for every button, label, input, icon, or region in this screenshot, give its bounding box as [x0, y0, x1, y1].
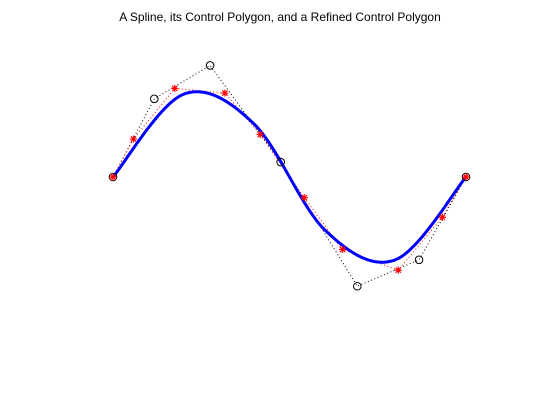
- refined-point-marker: [338, 245, 347, 254]
- control-point-marker: [276, 157, 285, 167]
- control-point-marker: [414, 255, 424, 265]
- refined-polygon-line: [112, 87, 467, 271]
- control-point-marker: [352, 281, 362, 291]
- spline-curve: [111, 90, 468, 264]
- refined-point-marker: [462, 173, 470, 181]
- refined-point-marker: [221, 89, 229, 97]
- refined-point-marker: [438, 213, 446, 221]
- control-point-marker: [205, 61, 215, 70]
- refined-point-marker: [256, 130, 264, 139]
- chart-title: A Spline, its Control Polygon, and a Ref…: [119, 10, 441, 24]
- refined-point-marker: [300, 194, 308, 202]
- control-point-marker: [150, 94, 159, 104]
- refined-point-marker: [109, 173, 117, 181]
- refined-point-marker: [394, 266, 402, 274]
- refined-point-marker: [129, 135, 138, 143]
- control-point-marker: [108, 172, 118, 182]
- control-point-marker: [461, 172, 471, 182]
- refined-point-marker: [171, 84, 179, 93]
